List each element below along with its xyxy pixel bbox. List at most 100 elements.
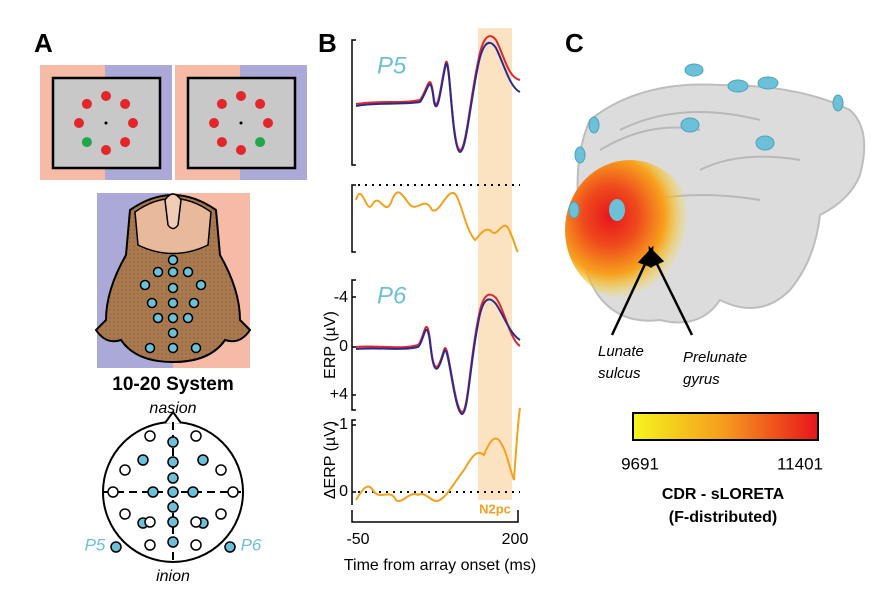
n2pc-window (478, 28, 512, 500)
panel-label: A (34, 28, 53, 58)
tick-label: -4 (334, 289, 348, 306)
lunate-label: Lunate (598, 343, 644, 360)
shape (728, 80, 748, 92)
dot (236, 91, 246, 101)
dot (148, 487, 158, 497)
figure: A 10-20 System nasion P5 P6 inion B P5 P… (0, 0, 874, 589)
dot (154, 268, 163, 277)
dot (216, 465, 226, 475)
erp-axis-label: ERP (µV) (322, 311, 339, 379)
dot (197, 281, 206, 290)
prelunate-label: Prelunate (683, 349, 747, 366)
dot (191, 431, 201, 441)
dot (169, 284, 178, 293)
prelunate-label: gyrus (683, 371, 720, 388)
dot (146, 344, 155, 353)
dot (198, 455, 208, 465)
p5-label: P5 (85, 535, 106, 554)
head-schematic (96, 193, 250, 368)
shape (833, 95, 843, 111)
p6-label: P6 (241, 535, 262, 554)
dot (168, 502, 178, 512)
dot (154, 314, 163, 323)
shape (681, 118, 699, 132)
dot (148, 299, 157, 308)
brain (565, 84, 864, 322)
dot (191, 540, 201, 550)
dot (120, 465, 130, 475)
dot (108, 487, 118, 497)
caption: (F-distributed) (669, 509, 777, 526)
shape (569, 202, 579, 218)
panel-label: C (565, 28, 584, 58)
shape (165, 194, 181, 229)
dot (168, 473, 178, 483)
dot (101, 91, 111, 101)
dot (145, 517, 155, 527)
shape (685, 64, 703, 76)
p5-label: P5 (377, 52, 407, 79)
shape (609, 199, 625, 221)
inion-label: inion (156, 568, 190, 585)
dot (169, 344, 178, 353)
dot (120, 509, 130, 519)
dot (168, 437, 178, 447)
dot (228, 487, 238, 497)
tick-label: 0 (339, 338, 348, 355)
dot (82, 137, 92, 147)
dot (105, 122, 108, 125)
colorbar (633, 413, 818, 440)
dot (168, 487, 178, 497)
dot (141, 281, 150, 290)
shape (589, 117, 599, 133)
dot (120, 99, 130, 109)
dot (217, 137, 227, 147)
dot (168, 517, 178, 527)
dot (191, 517, 201, 527)
dot (145, 431, 155, 441)
shape (758, 77, 778, 89)
dot (216, 509, 226, 519)
dot (192, 344, 201, 353)
dot (240, 122, 243, 125)
dot (184, 314, 193, 323)
dot (169, 299, 178, 308)
dot (168, 537, 178, 547)
dot (82, 99, 92, 109)
dot (101, 145, 111, 155)
dot (190, 299, 199, 308)
x-axis-label: Time from array onset (ms) (344, 557, 536, 574)
dot (184, 268, 193, 277)
dot (263, 118, 273, 128)
dot (188, 487, 198, 497)
colorbar-max: 11401 (777, 454, 823, 473)
p6-label: P6 (377, 282, 407, 309)
dot (225, 542, 235, 552)
dot (217, 99, 227, 109)
colorbar-min: 9691 (621, 454, 659, 473)
dot (255, 99, 265, 109)
dot (236, 145, 246, 155)
dot (128, 118, 138, 128)
dot (120, 137, 130, 147)
dot (169, 268, 178, 277)
dot (74, 118, 84, 128)
tick-label: -50 (346, 531, 369, 548)
dot (209, 118, 219, 128)
dot (169, 329, 178, 338)
shape (565, 160, 695, 300)
shape (352, 280, 356, 410)
dot (145, 540, 155, 550)
caption: CDR - sLORETA (662, 486, 785, 503)
tick-label: -1 (334, 416, 348, 433)
shape (352, 40, 356, 165)
dot (168, 457, 178, 467)
dot (111, 542, 121, 552)
panel-label: B (318, 28, 337, 58)
dot (255, 137, 265, 147)
lunate-label: sulcus (598, 365, 641, 382)
shape (352, 185, 356, 252)
shape (575, 147, 585, 163)
window-label: N2pc (479, 501, 511, 516)
dot (138, 455, 148, 465)
